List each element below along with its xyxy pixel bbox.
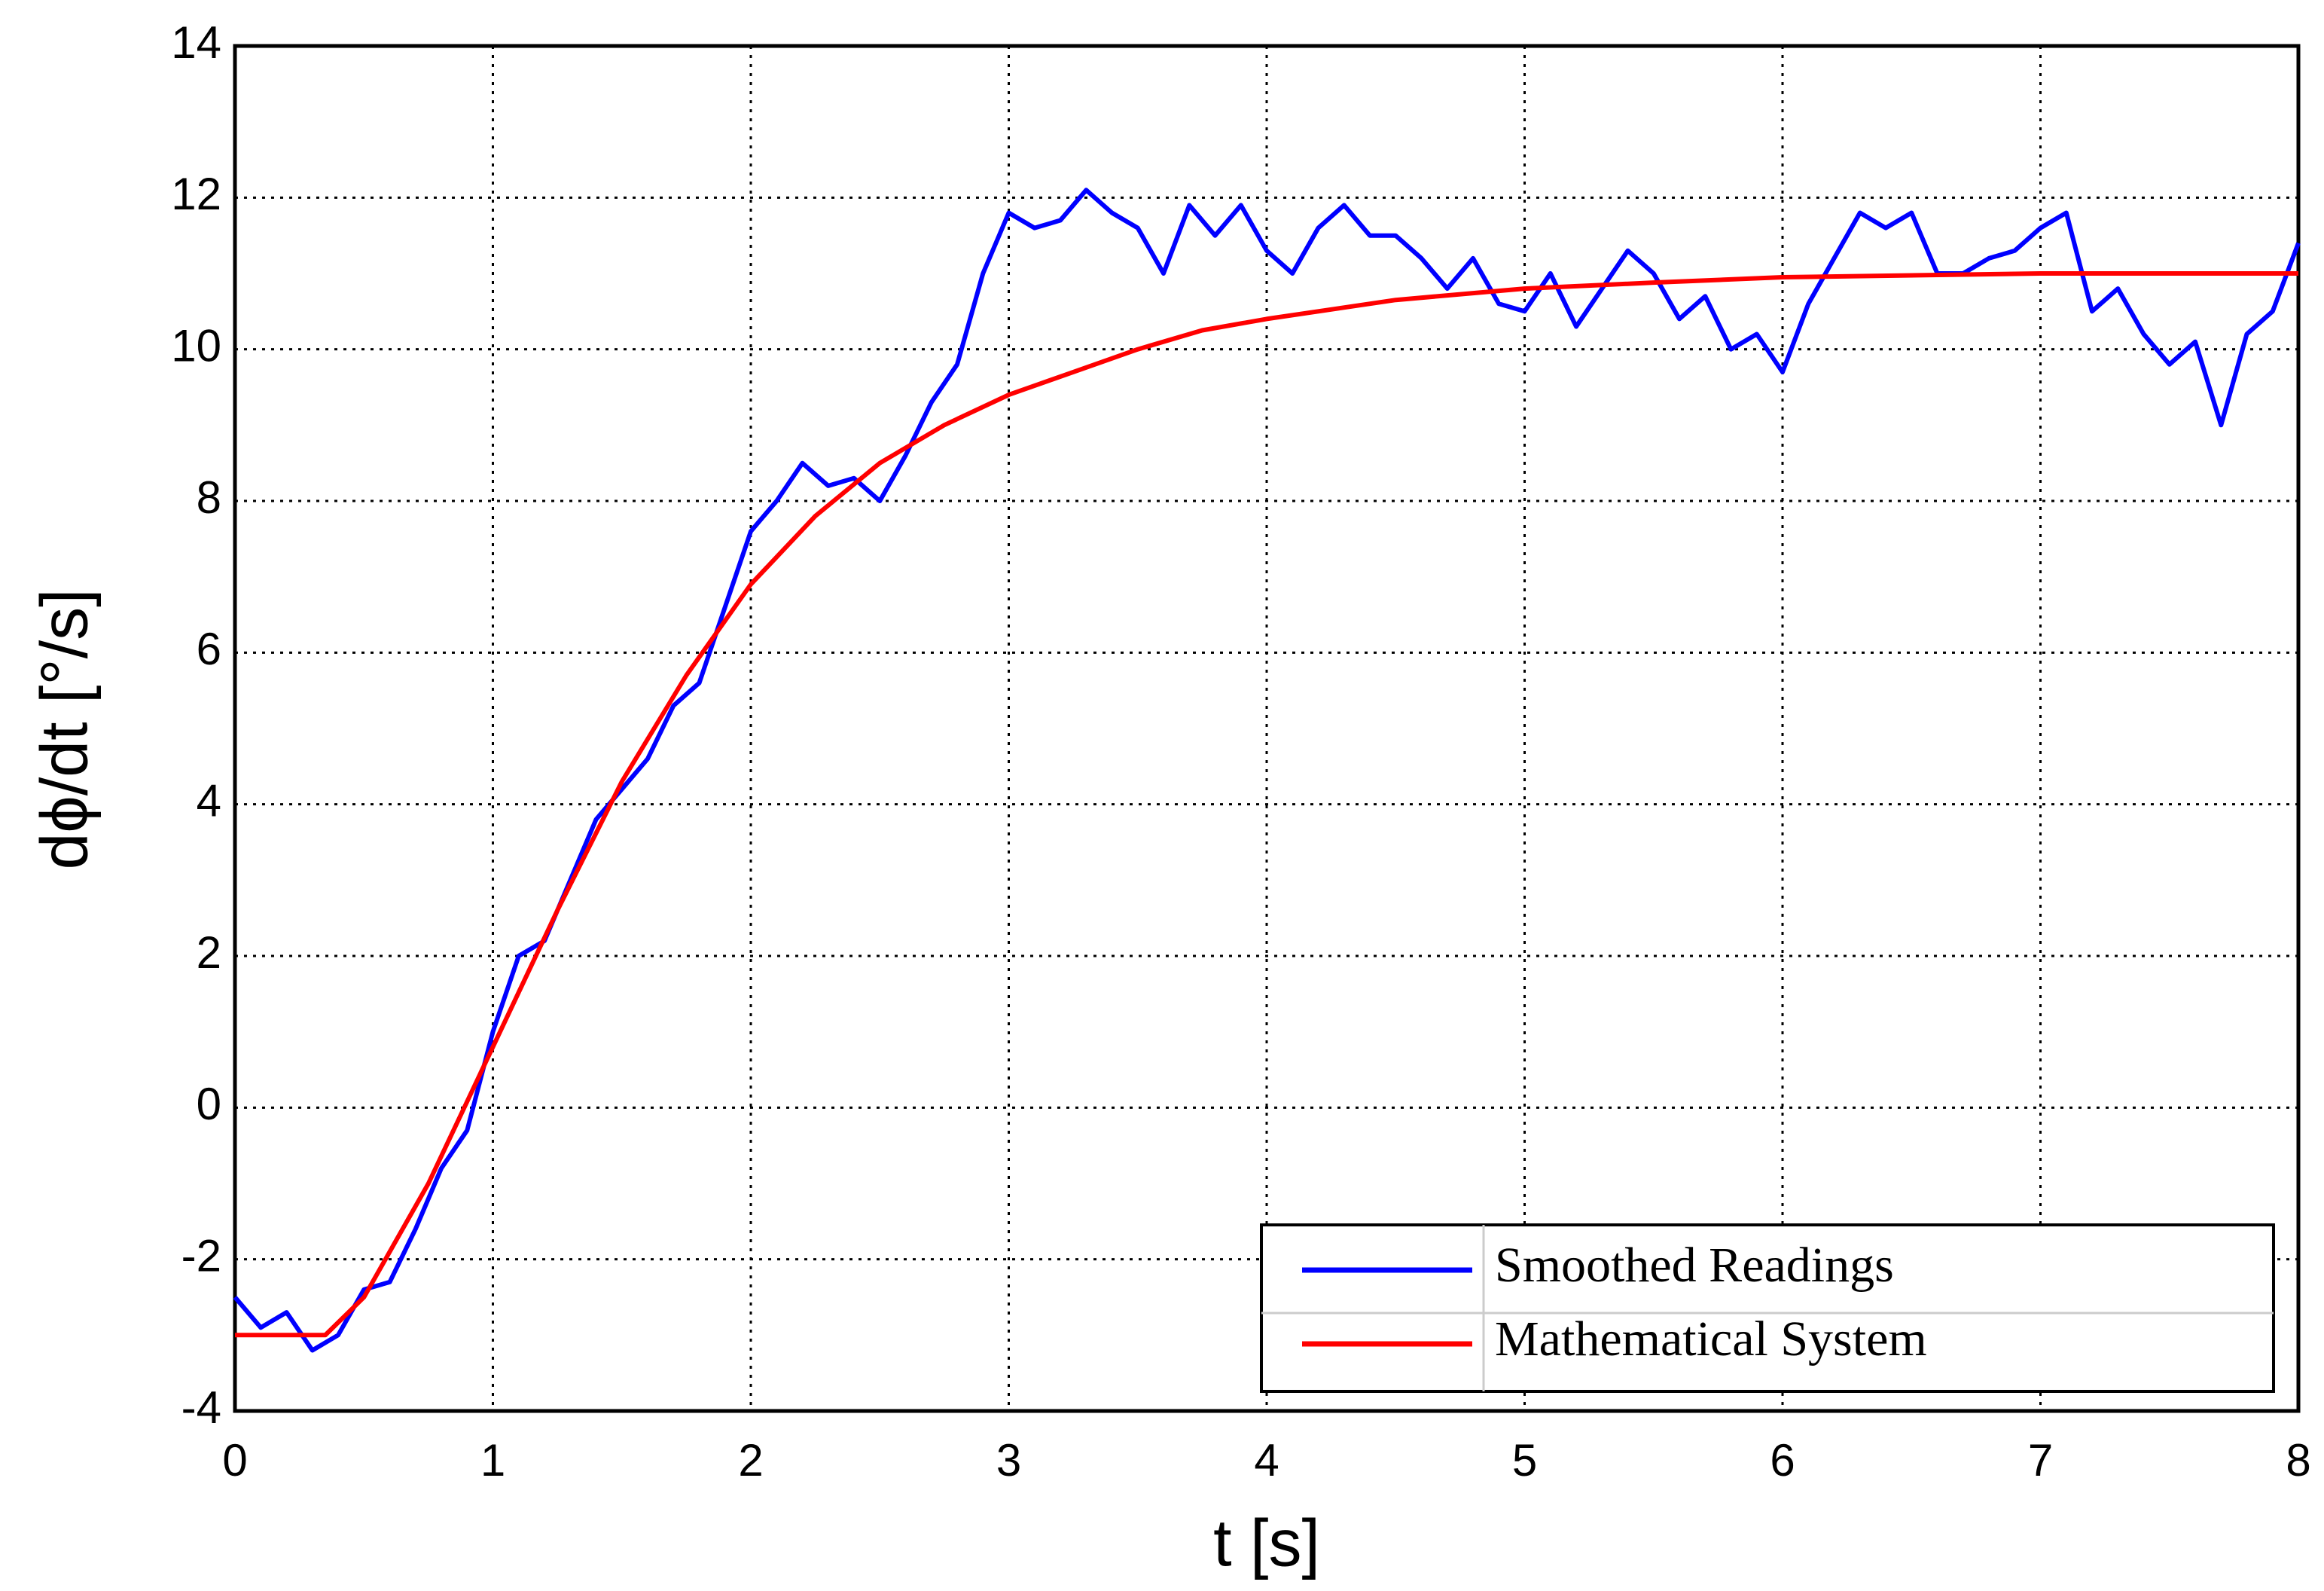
data-line	[235, 271, 2298, 1338]
y-tick-label: 4	[197, 776, 221, 826]
y-tick-label: -2	[181, 1231, 221, 1281]
y-tick-label: 0	[197, 1079, 221, 1129]
y-tick-label: -4	[181, 1382, 221, 1433]
x-tick-label: 6	[1770, 1435, 1795, 1486]
x-tick-label: 7	[2028, 1435, 2053, 1486]
x-tick-label: 2	[738, 1435, 763, 1486]
y-tick-label: 6	[197, 624, 221, 674]
y-axis-label: dϕ/dt [°/s]	[26, 588, 101, 869]
y-tick-label: 10	[171, 321, 221, 371]
y-tick-label: 14	[171, 17, 221, 68]
legend-label: Mathematical System	[1495, 1312, 1927, 1367]
x-tick-label: 3	[996, 1435, 1021, 1486]
plot-frame	[233, 44, 2301, 1413]
y-tick-label: 8	[197, 472, 221, 523]
x-tick-label: 5	[1512, 1435, 1537, 1486]
y-tick-label: 2	[197, 927, 221, 978]
x-tick-label: 4	[1254, 1435, 1279, 1486]
x-tick-label: 8	[2286, 1435, 2310, 1486]
legend-box	[1260, 1223, 2275, 1393]
x-tick-label: 0	[222, 1435, 247, 1486]
x-axis-label: t [s]	[1213, 1505, 1320, 1580]
y-tick-label: 12	[171, 169, 221, 219]
legend-label: Smoothed Readings	[1495, 1238, 1894, 1293]
x-tick-label: 1	[480, 1435, 505, 1486]
